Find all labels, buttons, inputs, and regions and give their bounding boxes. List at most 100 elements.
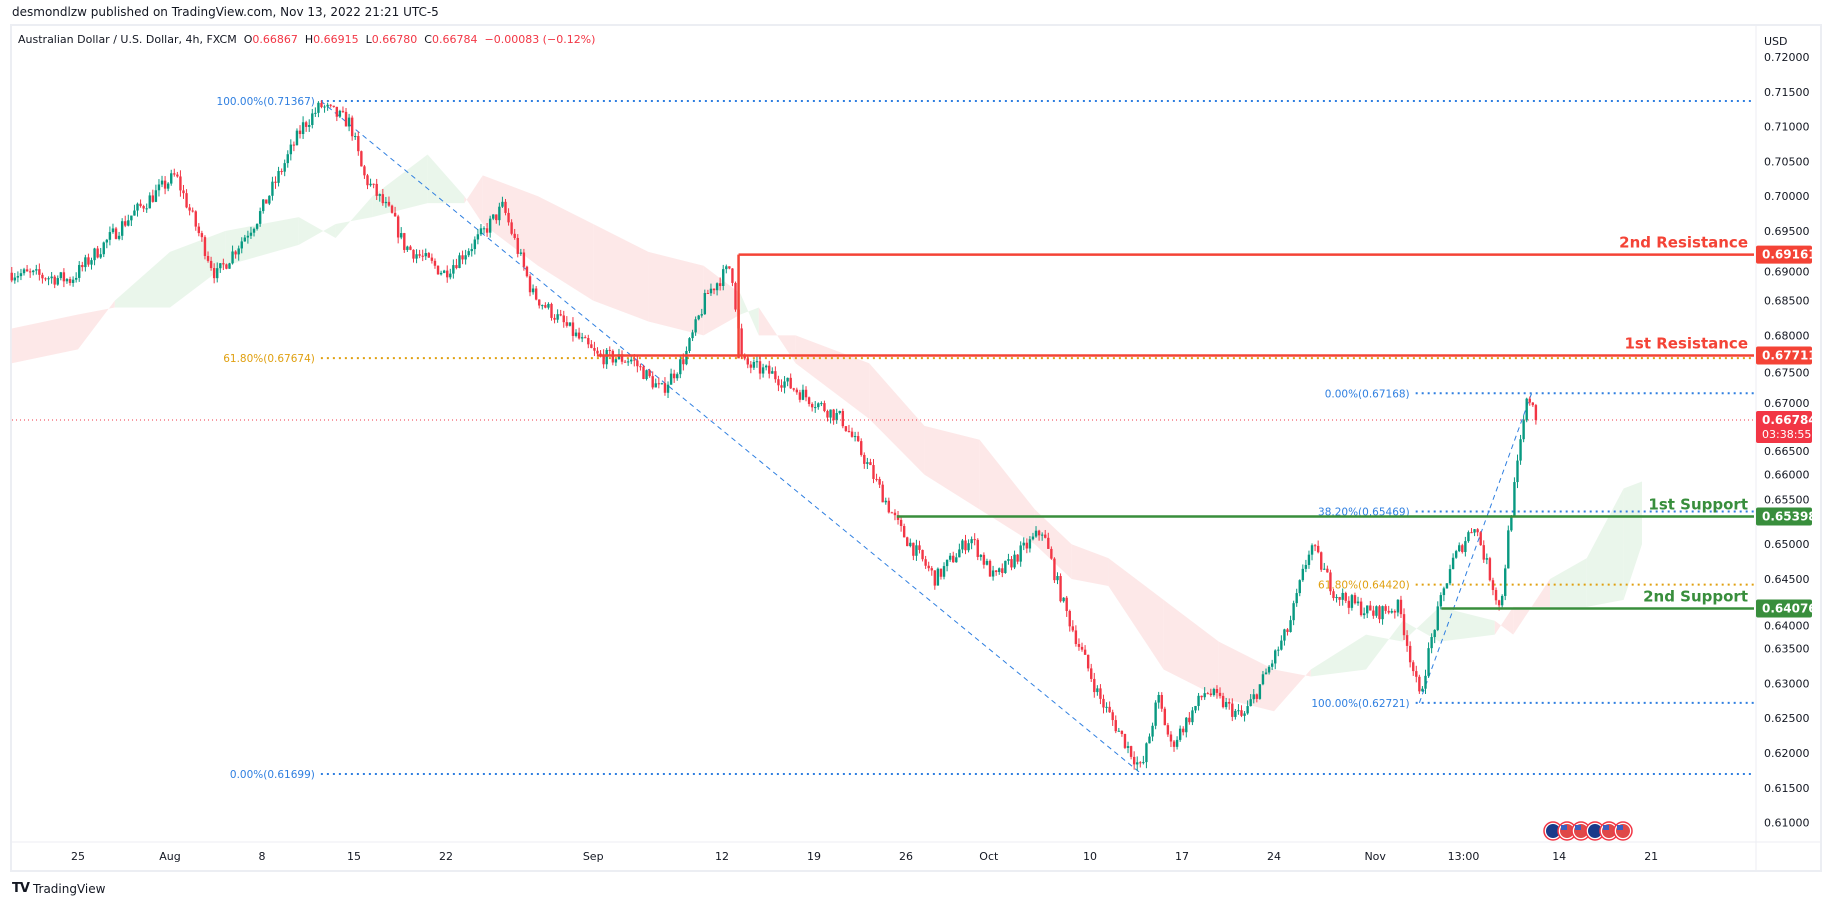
tradingview-logo[interactable]: TV TradingView xyxy=(12,881,105,896)
cloud-bullish xyxy=(1439,606,1495,642)
resistance-price-value: 0.69161 xyxy=(1762,248,1817,262)
time-tick-label: 8 xyxy=(259,850,266,863)
candle-body xyxy=(1194,705,1197,711)
event-flag-usd-icon[interactable] xyxy=(1571,821,1591,841)
candle xyxy=(734,281,737,312)
price-tick-label: 0.66000 xyxy=(1764,469,1810,482)
time-tick-label: 15 xyxy=(347,850,361,863)
event-flag-usd-icon[interactable] xyxy=(1613,821,1633,841)
candle xyxy=(243,234,247,242)
candle xyxy=(176,171,179,178)
candle xyxy=(608,346,611,355)
candle-body xyxy=(1286,629,1289,632)
candle-body xyxy=(1298,580,1301,594)
candle-body xyxy=(1378,606,1381,620)
candle xyxy=(1185,717,1188,738)
candle-body xyxy=(231,251,234,264)
support-price-value: 0.64076 xyxy=(1762,602,1817,616)
candle xyxy=(1093,672,1096,698)
candle xyxy=(1234,708,1237,720)
candle-body xyxy=(81,265,84,268)
candle-body xyxy=(354,136,357,138)
candle-body xyxy=(715,283,719,291)
candle-body xyxy=(170,173,173,184)
candle-body xyxy=(1074,630,1078,645)
candle xyxy=(795,387,799,395)
candle xyxy=(1065,595,1068,617)
candle xyxy=(863,452,866,469)
candle-body xyxy=(461,255,464,260)
candle-body xyxy=(427,253,431,258)
candle xyxy=(746,356,749,369)
candle xyxy=(648,368,651,378)
candle xyxy=(605,348,608,369)
candle-body xyxy=(1093,678,1096,693)
candle-body xyxy=(436,265,440,275)
time-tick-label: Aug xyxy=(159,850,180,863)
candle xyxy=(654,378,657,388)
candle-body xyxy=(1307,554,1311,565)
candle-body xyxy=(1424,675,1427,689)
candle xyxy=(436,265,440,275)
price-tick-label: 0.63000 xyxy=(1764,677,1810,690)
candle xyxy=(19,268,23,281)
resistance-price-value: 0.67711 xyxy=(1762,349,1817,363)
candle-body xyxy=(1001,568,1004,573)
candle xyxy=(326,102,329,111)
candle-body xyxy=(1025,542,1029,549)
event-flag-aud-icon[interactable] xyxy=(1543,821,1563,841)
candle xyxy=(1083,645,1087,655)
candle xyxy=(958,543,961,558)
candle xyxy=(38,263,41,281)
candle-body xyxy=(323,106,326,108)
time-tick-label: 25 xyxy=(71,850,85,863)
candle xyxy=(157,179,161,197)
candle-body xyxy=(1203,693,1206,698)
candle xyxy=(967,539,970,553)
candle xyxy=(173,168,176,177)
candle xyxy=(893,509,897,521)
fib-level-label: 100.00%(0.62721) xyxy=(1311,698,1409,710)
candle-body xyxy=(1399,599,1403,615)
candle-body xyxy=(507,212,510,223)
candle-body xyxy=(182,190,185,194)
candle xyxy=(703,289,707,315)
candle-body xyxy=(1280,640,1283,650)
candle xyxy=(1338,596,1341,606)
candle-body xyxy=(1218,692,1222,696)
candle xyxy=(556,309,559,323)
candle xyxy=(1335,594,1338,603)
candle xyxy=(249,226,253,239)
cloud-bearish xyxy=(538,196,594,301)
candle xyxy=(1264,668,1268,675)
candle-body xyxy=(145,208,148,210)
candle-body xyxy=(519,252,523,254)
candle xyxy=(915,539,918,561)
candle xyxy=(602,349,605,369)
candle-body xyxy=(633,359,636,361)
candle-body xyxy=(577,332,581,339)
candle-body xyxy=(1436,606,1439,630)
candle xyxy=(262,198,265,214)
candle-body xyxy=(866,462,869,464)
candle-body xyxy=(1200,695,1203,698)
chart-frame xyxy=(10,24,1822,872)
candle xyxy=(84,254,87,272)
candle xyxy=(1028,536,1032,553)
candle xyxy=(559,309,562,317)
candle xyxy=(731,268,734,287)
candle-body xyxy=(1099,688,1102,699)
candle-body xyxy=(912,542,915,556)
candle-body xyxy=(1270,663,1274,667)
candle-body xyxy=(130,215,133,221)
candle-body xyxy=(936,568,940,586)
candle-body xyxy=(841,411,845,427)
candle-body xyxy=(424,253,427,257)
candle xyxy=(553,314,556,324)
candle xyxy=(492,214,495,221)
candle xyxy=(1418,674,1421,694)
candle-body xyxy=(642,366,645,380)
cloud-bullish xyxy=(298,217,336,245)
candle-body xyxy=(1175,739,1179,747)
